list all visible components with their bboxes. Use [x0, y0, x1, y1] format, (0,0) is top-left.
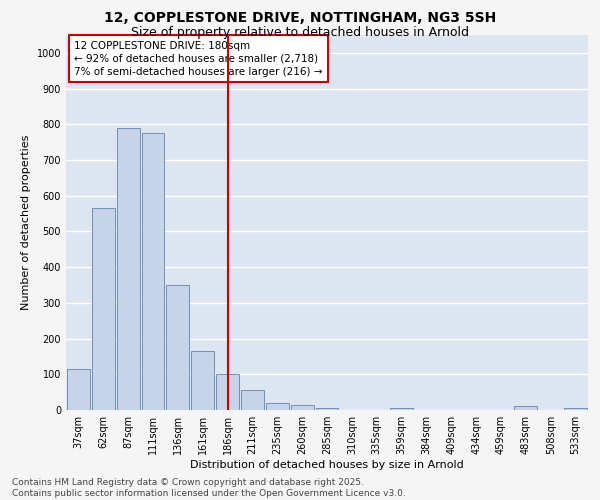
Bar	[92, 208, 115, 410]
Text: 12 COPPLESTONE DRIVE: 180sqm
← 92% of detached houses are smaller (2,718)
7% of : 12 COPPLESTONE DRIVE: 180sqm ← 92% of de…	[74, 40, 322, 77]
X-axis label: Distribution of detached houses by size in Arnold: Distribution of detached houses by size …	[190, 460, 464, 470]
Bar	[216, 374, 239, 410]
Bar	[117, 128, 140, 410]
Bar	[266, 403, 289, 410]
Text: Contains HM Land Registry data © Crown copyright and database right 2025.
Contai: Contains HM Land Registry data © Crown c…	[12, 478, 406, 498]
Bar	[316, 408, 338, 410]
Bar	[514, 406, 537, 410]
Y-axis label: Number of detached properties: Number of detached properties	[21, 135, 31, 310]
Bar	[166, 285, 189, 410]
Bar	[564, 408, 587, 410]
Text: Size of property relative to detached houses in Arnold: Size of property relative to detached ho…	[131, 26, 469, 39]
Bar	[67, 369, 90, 410]
Bar	[291, 406, 314, 410]
Bar	[142, 133, 164, 410]
Bar	[191, 351, 214, 410]
Text: 12, COPPLESTONE DRIVE, NOTTINGHAM, NG3 5SH: 12, COPPLESTONE DRIVE, NOTTINGHAM, NG3 5…	[104, 12, 496, 26]
Bar	[390, 408, 413, 410]
Bar	[241, 390, 264, 410]
